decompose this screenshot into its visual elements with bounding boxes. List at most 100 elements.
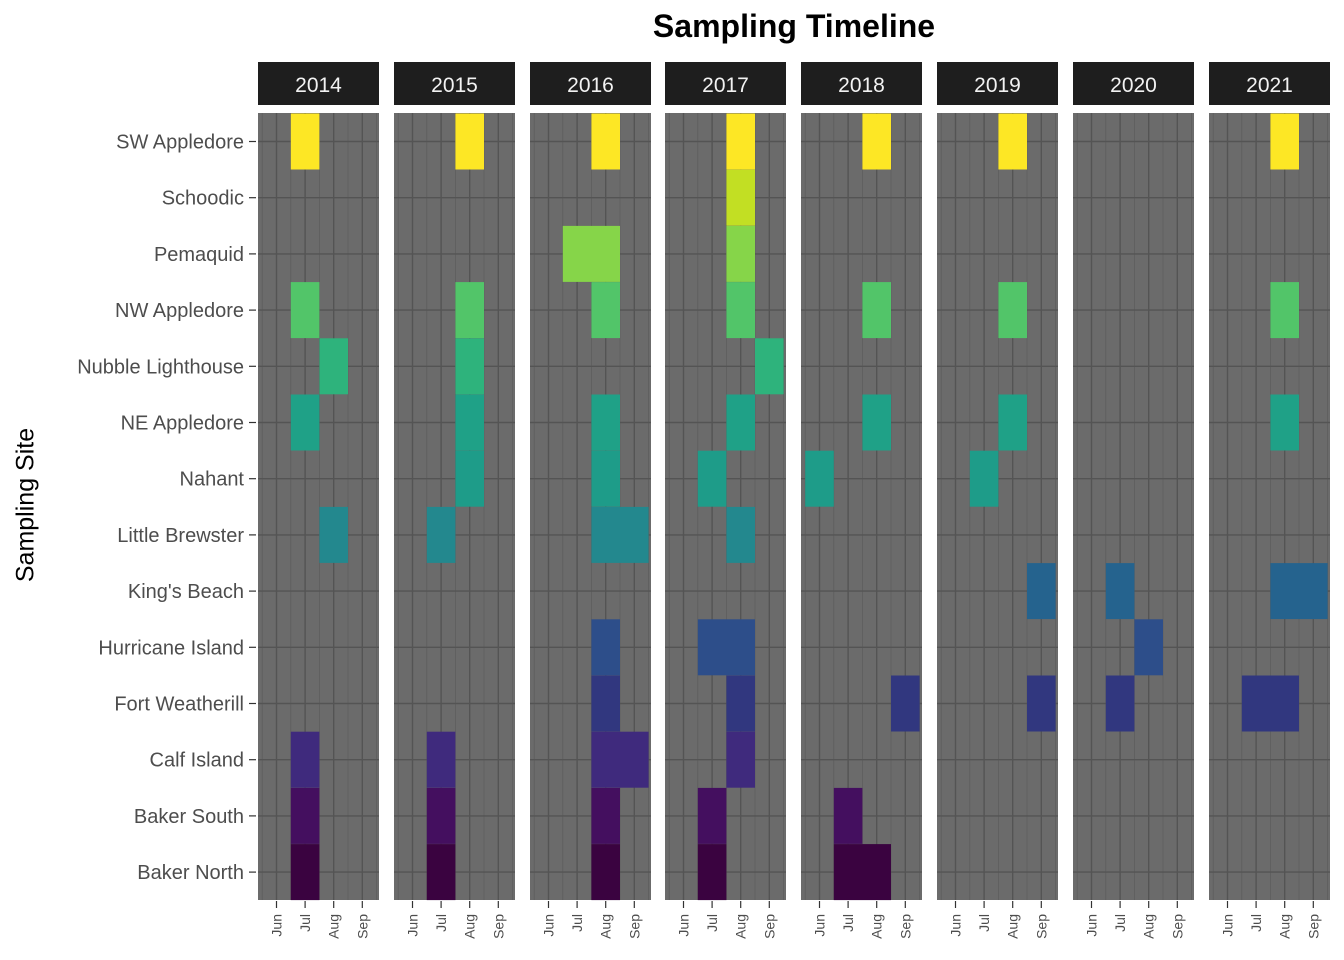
facet-label-2020: 2020 — [1110, 74, 1157, 97]
tile-2016-nw-appledore — [591, 282, 620, 339]
x-tick-label-2016-jun: Jun — [541, 914, 557, 937]
facet-label-2014: 2014 — [295, 74, 342, 97]
tile-2016-baker-north — [591, 844, 620, 901]
tile-2017-hurricane-island — [697, 619, 755, 676]
tile-2016-ne-appledore — [591, 394, 620, 451]
tile-2019-nw-appledore — [998, 282, 1027, 339]
y-tick-label-baker-north: Baker North — [137, 862, 244, 884]
tile-2017-little-brewster — [726, 506, 755, 563]
tile-2019-fort-weatherill — [1027, 675, 1056, 732]
tile-2018-ne-appledore — [862, 394, 891, 451]
y-tick-label-fort-weatherill: Fort Weatherill — [114, 694, 244, 716]
tile-2014-calf-island — [290, 731, 320, 788]
x-tick-label-2015-jun: Jun — [405, 914, 421, 937]
facet-label-2021: 2021 — [1246, 74, 1293, 97]
y-tick-label-baker-south: Baker South — [134, 806, 244, 828]
facet-label-2016: 2016 — [567, 74, 614, 97]
tile-2015-little-brewster — [426, 506, 456, 563]
facet-label-2018: 2018 — [838, 74, 885, 97]
x-tick-label-2015-aug: Aug — [462, 914, 478, 939]
tile-2016-baker-south — [591, 787, 620, 844]
tile-2016-sw-appledore — [591, 113, 620, 170]
x-tick-label-2019-jun: Jun — [948, 914, 964, 937]
x-tick-label-2019-jul: Jul — [976, 914, 992, 932]
x-tick-label-2019-aug: Aug — [1005, 914, 1021, 939]
facet-label-2015: 2015 — [431, 74, 478, 97]
tile-2018-sw-appledore — [862, 113, 891, 170]
tile-2015-baker-south — [426, 787, 456, 844]
tile-2019-nahant — [969, 450, 999, 507]
tile-2015-calf-island — [426, 731, 456, 788]
tile-2018-nahant — [805, 450, 834, 507]
x-tick-label-2016-jul: Jul — [569, 914, 585, 932]
x-tick-label-2021-sep: Sep — [1305, 914, 1321, 939]
y-tick-label-nw-appledore: NW Appledore — [115, 300, 244, 322]
tile-2015-ne-appledore — [455, 394, 484, 451]
x-tick-label-2015-jul: Jul — [433, 914, 449, 932]
chart-title: Sampling Timeline — [652, 8, 936, 44]
facet-label-2019: 2019 — [974, 74, 1021, 97]
y-tick-label-little-brewster: Little Brewster — [117, 525, 244, 547]
x-tick-label-2017-jun: Jun — [676, 914, 692, 937]
facet-label-2017: 2017 — [702, 74, 749, 97]
tile-2021-fort-weatherill — [1241, 675, 1299, 732]
tile-2017-nahant — [697, 450, 727, 507]
y-tick-label-calf-island: Calf Island — [150, 750, 245, 772]
tile-2014-sw-appledore — [290, 113, 320, 170]
tile-2014-little-brewster — [319, 506, 348, 563]
tile-2019-ne-appledore — [998, 394, 1027, 451]
tile-2017-pemaquid — [726, 225, 755, 282]
tile-2016-hurricane-island — [591, 619, 620, 676]
tile-2015-nw-appledore — [455, 282, 484, 339]
y-tick-label-king-s-beach: King's Beach — [128, 581, 244, 603]
tile-2016-calf-island — [591, 731, 649, 788]
x-tick-label-2021-aug: Aug — [1277, 914, 1293, 939]
tile-2021-sw-appledore — [1270, 113, 1299, 170]
y-tick-label-nahant: Nahant — [180, 469, 245, 491]
tile-2018-baker-north — [833, 844, 891, 901]
tile-2015-nubble-lighthouse — [455, 338, 484, 395]
tile-2016-little-brewster — [591, 506, 649, 563]
tile-2021-king-s-beach — [1270, 563, 1328, 620]
tile-2014-baker-south — [290, 787, 320, 844]
tile-2021-ne-appledore — [1270, 394, 1299, 451]
tile-2018-fort-weatherill — [891, 675, 920, 732]
tile-2017-ne-appledore — [726, 394, 755, 451]
x-tick-label-2014-jul: Jul — [297, 914, 313, 932]
panel-2020 — [1073, 113, 1194, 900]
tile-2019-king-s-beach — [1027, 563, 1056, 620]
panel-2021 — [1209, 113, 1330, 900]
tile-2017-baker-south — [697, 787, 727, 844]
x-tick-label-2021-jul: Jul — [1248, 914, 1264, 932]
tile-2018-baker-south — [833, 787, 863, 844]
x-tick-label-2021-jun: Jun — [1220, 914, 1236, 937]
facet-strip-2014 — [258, 62, 379, 105]
tile-2021-nw-appledore — [1270, 282, 1299, 339]
x-tick-label-2020-jun: Jun — [1084, 914, 1100, 937]
x-tick-label-2014-aug: Aug — [326, 914, 342, 939]
tile-2016-fort-weatherill — [591, 675, 620, 732]
x-tick-label-2016-sep: Sep — [626, 914, 642, 939]
tile-2014-baker-north — [290, 844, 320, 901]
y-tick-label-ne-appledore: NE Appledore — [121, 413, 244, 435]
x-tick-label-2019-sep: Sep — [1033, 914, 1049, 939]
x-tick-label-2017-sep: Sep — [761, 914, 777, 939]
facet-strip-2019 — [937, 62, 1058, 105]
tile-2017-sw-appledore — [726, 113, 755, 170]
tile-2014-ne-appledore — [290, 394, 320, 451]
y-tick-label-pemaquid: Pemaquid — [154, 244, 244, 266]
tile-2017-calf-island — [726, 731, 755, 788]
x-tick-label-2015-sep: Sep — [490, 914, 506, 939]
facet-strip-2018 — [801, 62, 922, 105]
x-tick-label-2020-sep: Sep — [1169, 914, 1185, 939]
tile-2015-baker-north — [426, 844, 456, 901]
x-tick-label-2020-aug: Aug — [1141, 914, 1157, 939]
tile-2018-nw-appledore — [862, 282, 891, 339]
tile-2015-nahant — [455, 450, 484, 507]
y-tick-label-schoodic: Schoodic — [162, 188, 244, 210]
y-tick-label-sw-appledore: SW Appledore — [116, 132, 244, 154]
tile-2020-hurricane-island — [1134, 619, 1163, 676]
tile-2017-nubble-lighthouse — [755, 338, 784, 395]
